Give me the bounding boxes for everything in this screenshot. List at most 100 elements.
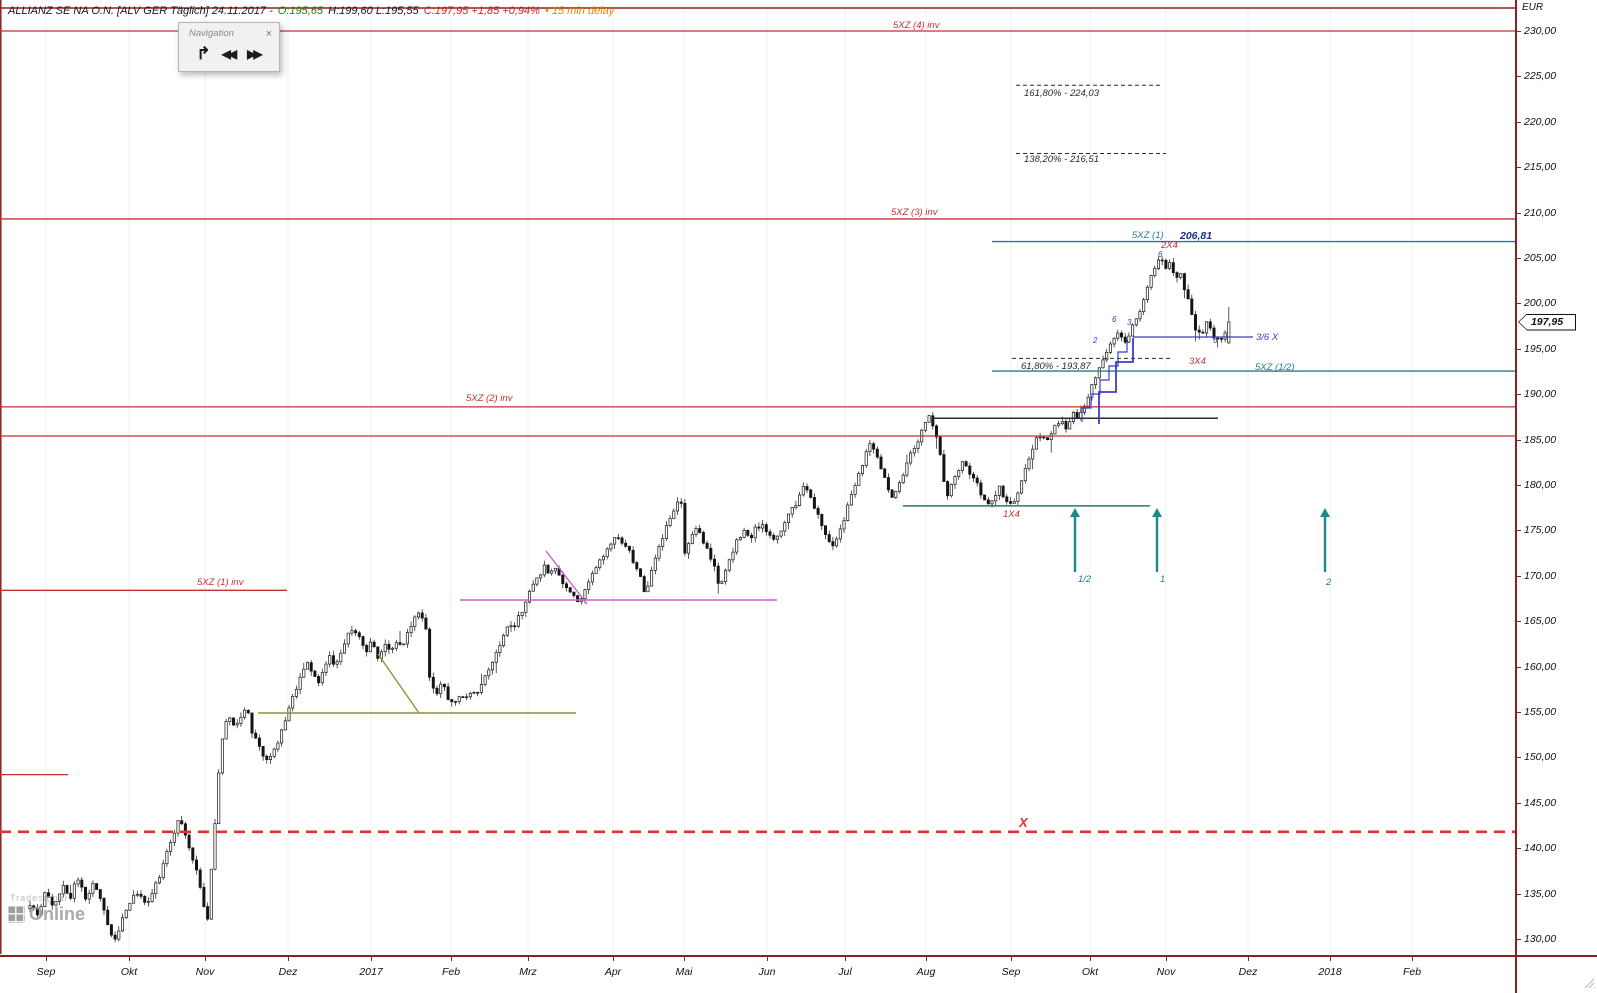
y-tick-mark [1517,757,1521,759]
chart-annotation: X [1018,815,1029,830]
y-tick-label: 220,00 [1524,115,1557,128]
chart-annotation: 3 [1127,318,1132,327]
x-tick-mark [684,957,685,961]
last-price-value: 197,95 [1519,314,1575,330]
y-tick-label: 215,00 [1524,161,1557,174]
overlay-lines [0,30,1515,834]
resize-handle[interactable] [1582,976,1594,988]
x-tick-label: Dez [278,966,298,978]
x-tick-label: 2017 [359,966,383,978]
header-segment: ALLIANZ SE NA O.N. [ALV GER Täglich] 24.… [8,5,276,17]
x-tick-label: Nov [195,966,215,978]
y-tick-label: 190,00 [1524,388,1557,401]
y-tick-label: 200,00 [1524,297,1557,310]
y-tick-mark [1517,530,1521,532]
x-tick-mark [451,957,452,961]
count-steps [1081,336,1253,424]
logo-text-bottom: Online [29,904,86,924]
chart-annotation: 5XZ (1) [1132,230,1164,241]
chart-annotation: 6 [1112,315,1117,324]
x-tick-mark [371,957,372,961]
chart-annotation: 6 [1213,336,1218,345]
y-tick-label: 140,00 [1524,842,1557,855]
y-tick-mark [1517,485,1521,486]
chart-annotation: 5XZ (1/2) [1255,362,1295,373]
candles-layer [28,256,1231,943]
x-tick-label: Apr [604,966,622,978]
x-tick-mark [1090,957,1091,961]
x-tick-mark [613,957,614,961]
header-segment: C:197,95 +1,85 +0,94% [423,5,540,17]
x-tick-label: Feb [1402,966,1422,978]
header-segment: • 15 min delay [541,5,615,17]
reset-view-button[interactable]: ↱ [196,44,211,63]
x-tick-label: Jul [838,966,852,978]
instrument-header: ALLIANZ SE NA O.N. [ALV GER Täglich] 24.… [8,5,616,17]
y-tick-label: 195,00 [1524,342,1557,355]
chart-annotation: 1X4 [1003,509,1020,520]
x-tick-label: Feb [441,966,461,978]
x-tick-mark [288,957,289,961]
x-tick-label: Okt [120,966,138,978]
chart-annotation: 161,80% - 224,03 [1024,88,1100,99]
y-tick-mark [1517,802,1521,804]
y-tick-label: 170,00 [1524,569,1557,582]
last-price-tag: 197,95 [1518,313,1576,331]
chart-canvas[interactable]: 5XZ (4) inv 161,80% - 224,03 138,20% - 216… [0,0,1515,955]
y-tick-label: 185,00 [1524,433,1557,446]
x-tick-mark [205,957,206,961]
y-tick-mark [1517,621,1521,623]
y-tick-label: 160,00 [1524,660,1557,673]
y-tick-mark [1517,893,1521,895]
x-tick-label: Okt [1081,966,1099,978]
candlestick-chart[interactable]: 5XZ (4) inv 161,80% - 224,03 138,20% - 216… [0,0,1515,955]
navigation-panel[interactable]: Navigation × ↱ ◀◀ ▶▶ [178,22,280,72]
y-tick-mark [1517,712,1521,713]
x-tick-mark [46,957,47,961]
y-tick-label: 225,00 [1524,70,1557,83]
target-arrows [1070,508,1330,572]
chart-annotation: 6 [1158,250,1163,259]
x-tick-mark [1248,957,1249,961]
y-tick-label: 230,00 [1524,25,1557,37]
step-forward-button[interactable]: ▶▶ [246,46,263,62]
y-tick-mark [1517,31,1521,32]
y-tick-label: 145,00 [1524,796,1557,809]
step-back-button[interactable]: ◀◀ [221,46,238,62]
x-tick-label: Dez [1238,966,1258,978]
y-tick-label: 175,00 [1524,524,1557,537]
chart-annotations: 5XZ (4) inv 161,80% - 224,03 138,20% - 216… [197,20,1332,830]
y-tick-mark [1517,575,1521,577]
y-tick-mark [1517,76,1521,78]
x-tick-mark [926,957,927,961]
y-tick-label: 165,00 [1524,615,1557,628]
x-tick-mark [1330,957,1331,961]
chart-annotation: 1/2 [1078,574,1092,585]
logo-text-top: Tradesignal [10,893,68,903]
y-tick-label: 135,00 [1524,887,1557,900]
axis-corner [1515,955,1597,993]
trend-segments [258,550,777,714]
tradesignal-logo: Tradesignal Online [8,893,85,925]
y-tick-label: 180,00 [1524,479,1557,491]
chart-annotation: 5XZ (1) inv [197,577,245,588]
x-tick-mark [1166,957,1167,961]
y-tick-label: 150,00 [1524,751,1557,764]
chart-annotation: 2X4 [1160,240,1178,251]
y-tick-label: 205,00 [1524,252,1557,264]
x-tick-mark [129,957,130,961]
chart-annotation: 138,20% - 216,51 [1024,154,1099,165]
y-tick-mark [1517,121,1521,123]
header-segment: H:199,60 L:195,55 [325,5,422,17]
chart-annotation: 1 [1160,574,1165,585]
navigation-panel-title: Navigation [189,28,234,39]
time-axis[interactable]: Sep Okt Nov Dez 2017 Feb Mrz Apr Mai Jun Jul Aug Sep… [0,955,1515,993]
close-icon[interactable]: × [265,27,272,40]
x-tick-mark [1011,957,1012,961]
header-segment: O:195,65 [277,5,324,17]
y-tick-mark [1517,303,1521,305]
chart-annotation: 5XZ (2) inv [466,393,514,404]
price-axis[interactable]: EUR 197,95 230,00 225,00 220,00 215,00 210,0… [1515,0,1597,955]
plot-frame [0,0,1515,954]
